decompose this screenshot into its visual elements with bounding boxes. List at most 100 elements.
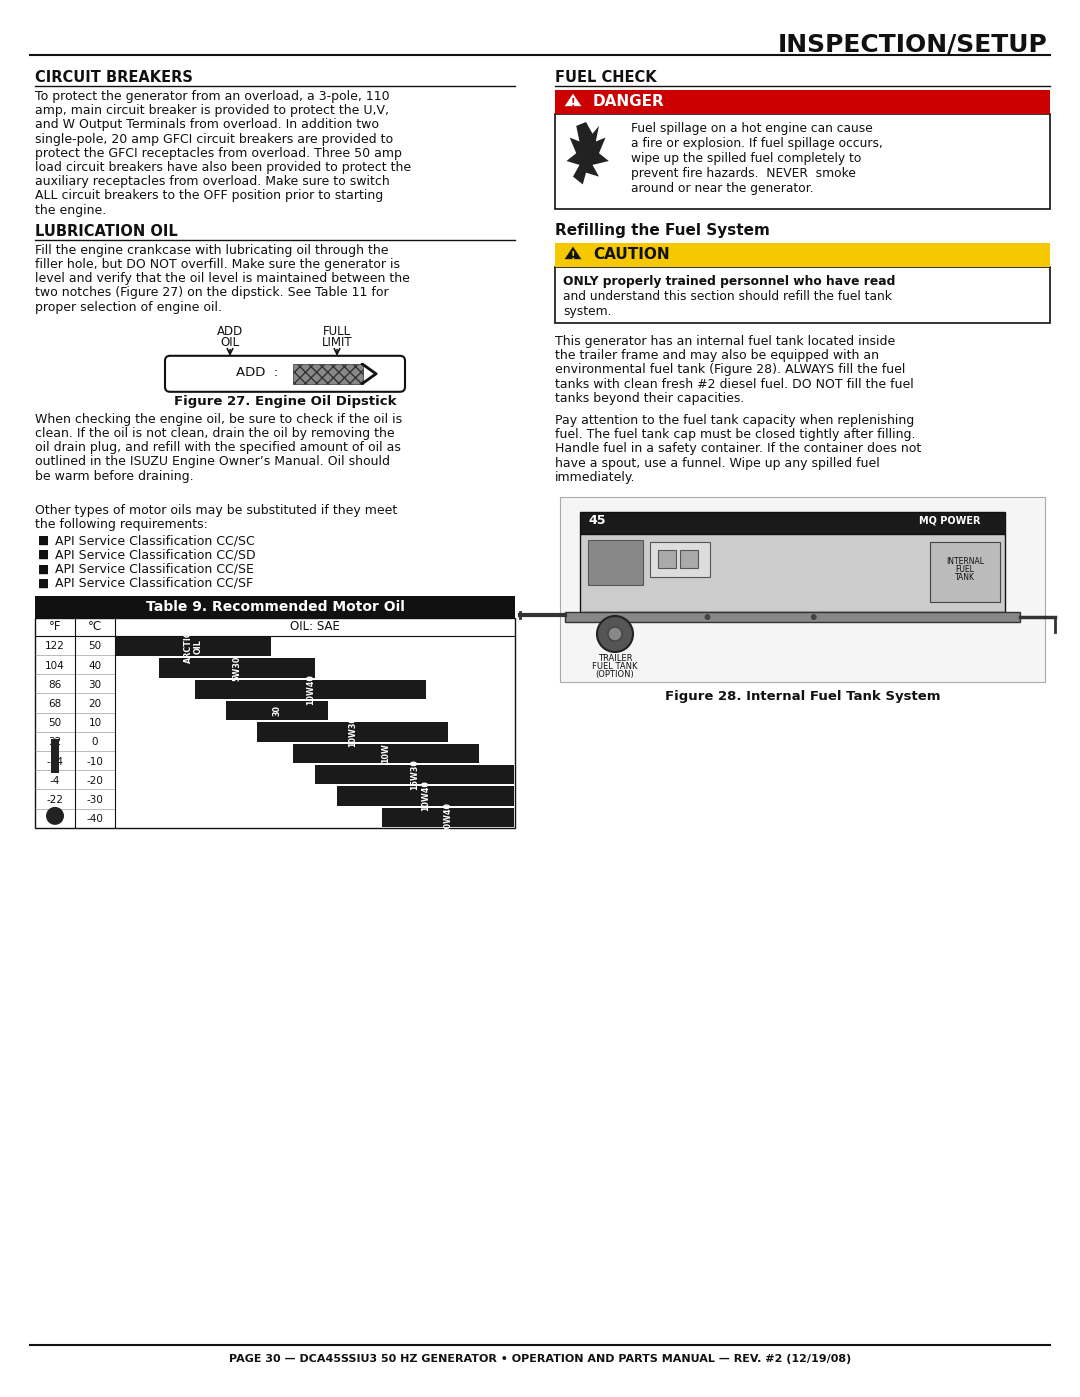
Text: LIMIT: LIMIT	[322, 335, 352, 349]
Text: Figure 27. Engine Oil Dipstick: Figure 27. Engine Oil Dipstick	[174, 395, 396, 408]
Bar	[555, 243, 1050, 267]
Bar	[680, 550, 698, 569]
Text: -14: -14	[46, 757, 64, 767]
Text: 30: 30	[89, 680, 102, 690]
Text: ALL circuit breakers to the OFF position prior to starting: ALL circuit breakers to the OFF position…	[35, 190, 383, 203]
Text: API Service Classification CC/SE: API Service Classification CC/SE	[55, 563, 254, 576]
Text: a fire or explosion. If fuel spillage occurs,: a fire or explosion. If fuel spillage oc…	[631, 137, 882, 149]
Text: CAUTION: CAUTION	[593, 247, 670, 263]
Bar	[35, 597, 515, 617]
Text: FUEL: FUEL	[956, 564, 974, 574]
Text: load circuit breakers have also been provided to protect the: load circuit breakers have also been pro…	[35, 161, 411, 175]
Bar	[293, 363, 363, 384]
Text: This generator has an internal fuel tank located inside: This generator has an internal fuel tank…	[555, 335, 895, 348]
Text: CIRCUIT BREAKERS: CIRCUIT BREAKERS	[35, 70, 193, 85]
Text: Table 9. Recommended Motor Oil: Table 9. Recommended Motor Oil	[146, 599, 404, 613]
Text: MQ POWER: MQ POWER	[919, 515, 981, 527]
Polygon shape	[564, 246, 582, 260]
Text: 50: 50	[89, 641, 102, 651]
Text: ADD  :: ADD :	[235, 366, 279, 379]
Bar	[257, 722, 448, 742]
Text: environmental fuel tank (Figure 28). ALWAYS fill the fuel: environmental fuel tank (Figure 28). ALW…	[555, 363, 905, 376]
Text: !: !	[570, 98, 576, 108]
Text: outlined in the ISUZU Engine Owner’s Manual. Oil should: outlined in the ISUZU Engine Owner’s Man…	[35, 455, 390, 468]
Text: Other types of motor oils may be substituted if they meet: Other types of motor oils may be substit…	[35, 504, 397, 517]
Text: °C: °C	[87, 620, 103, 633]
Text: 50: 50	[49, 718, 62, 728]
Text: OIL: OIL	[220, 335, 240, 349]
Text: 86: 86	[49, 680, 62, 690]
Text: -4: -4	[50, 775, 60, 787]
Text: level and verify that the oil level is maintained between the: level and verify that the oil level is m…	[35, 272, 410, 285]
Bar	[658, 550, 676, 569]
Text: have a spout, use a funnel. Wipe up any spilled fuel: have a spout, use a funnel. Wipe up any …	[555, 457, 880, 469]
Bar	[930, 542, 1000, 602]
Text: be warm before draining.: be warm before draining.	[35, 469, 193, 482]
Polygon shape	[361, 363, 377, 384]
Text: PAGE 30 — DCA45SSIU3 50 HZ GENERATOR • OPERATION AND PARTS MANUAL — REV. #2 (12/: PAGE 30 — DCA45SSIU3 50 HZ GENERATOR • O…	[229, 1354, 851, 1363]
Text: DANGER: DANGER	[593, 94, 665, 109]
Bar	[580, 511, 1005, 534]
Text: prevent fire hazards.  NEVER  smoke: prevent fire hazards. NEVER smoke	[631, 168, 855, 180]
Text: (OPTION): (OPTION)	[596, 671, 634, 679]
Text: filler hole, but DO NOT overfill. Make sure the generator is: filler hole, but DO NOT overfill. Make s…	[35, 258, 400, 271]
Bar	[565, 612, 1020, 622]
Bar	[51, 739, 59, 773]
Bar	[588, 541, 643, 585]
Bar	[0, 0, 1080, 52]
Bar	[315, 766, 514, 784]
Text: single-pole, 20 amp GFCI circuit breakers are provided to: single-pole, 20 amp GFCI circuit breaker…	[35, 133, 393, 145]
Text: and W Output Terminals from overload. In addition two: and W Output Terminals from overload. In…	[35, 119, 379, 131]
Bar	[561, 497, 1045, 682]
Text: tanks with clean fresh #2 diesel fuel. DO NOT fill the fuel: tanks with clean fresh #2 diesel fuel. D…	[555, 377, 914, 391]
Text: 10W: 10W	[381, 743, 391, 763]
Bar	[337, 787, 514, 806]
Text: To protect the generator from an overload, a 3-pole, 110: To protect the generator from an overloa…	[35, 89, 390, 103]
Text: Fuel spillage on a hot engine can cause: Fuel spillage on a hot engine can cause	[631, 122, 873, 136]
Text: and understand this section should refill the fuel tank: and understand this section should refil…	[563, 291, 892, 303]
FancyBboxPatch shape	[165, 356, 405, 391]
Text: ADD: ADD	[217, 324, 243, 338]
Text: 15W30: 15W30	[410, 759, 419, 789]
Polygon shape	[567, 122, 609, 184]
Text: 0: 0	[92, 738, 98, 747]
Text: 5W30: 5W30	[232, 655, 242, 680]
Text: TRAILER: TRAILER	[597, 654, 632, 664]
Bar	[226, 701, 328, 721]
Text: 30: 30	[273, 705, 282, 717]
Text: 10: 10	[89, 718, 102, 728]
Text: °F: °F	[49, 620, 62, 633]
Text: ■: ■	[38, 563, 49, 576]
Text: amp, main circuit breaker is provided to protect the U,V,: amp, main circuit breaker is provided to…	[35, 105, 389, 117]
Text: protect the GFCI receptacles from overload. Three 50 amp: protect the GFCI receptacles from overlo…	[35, 147, 402, 159]
Text: Pay attention to the fuel tank capacity when replenishing: Pay attention to the fuel tank capacity …	[555, 414, 915, 427]
Text: -40: -40	[86, 814, 104, 824]
Text: Figure 28. Internal Fuel Tank System: Figure 28. Internal Fuel Tank System	[665, 690, 941, 703]
Text: clean. If the oil is not clean, drain the oil by removing the: clean. If the oil is not clean, drain th…	[35, 427, 394, 440]
Bar	[555, 89, 1050, 115]
Text: 104: 104	[45, 661, 65, 671]
Text: ■: ■	[38, 577, 49, 590]
Text: API Service Classification CC/SC: API Service Classification CC/SC	[55, 534, 255, 548]
Circle shape	[608, 627, 622, 641]
Circle shape	[597, 616, 633, 652]
Text: 68: 68	[49, 698, 62, 710]
Text: the following requirements:: the following requirements:	[35, 518, 207, 531]
Bar	[35, 617, 515, 828]
Text: FUEL CHECK: FUEL CHECK	[555, 70, 657, 85]
Bar	[555, 267, 1050, 323]
Text: immediately.: immediately.	[555, 471, 635, 483]
Text: 122: 122	[45, 641, 65, 651]
Text: auxiliary receptacles from overload. Make sure to switch: auxiliary receptacles from overload. Mak…	[35, 175, 390, 189]
Text: 40: 40	[89, 661, 102, 671]
Text: 10W30: 10W30	[348, 717, 357, 747]
Text: API Service Classification CC/SD: API Service Classification CC/SD	[55, 548, 256, 562]
Bar	[650, 542, 710, 577]
Text: 20W40: 20W40	[443, 802, 453, 833]
Text: the trailer frame and may also be equipped with an: the trailer frame and may also be equipp…	[555, 349, 879, 362]
Text: Refilling the Fuel System: Refilling the Fuel System	[555, 224, 770, 237]
Text: fuel. The fuel tank cap must be closed tightly after filling.: fuel. The fuel tank cap must be closed t…	[555, 429, 916, 441]
Polygon shape	[564, 94, 582, 106]
Bar	[160, 658, 315, 678]
Text: wipe up the spilled fuel completely to: wipe up the spilled fuel completely to	[631, 152, 862, 165]
